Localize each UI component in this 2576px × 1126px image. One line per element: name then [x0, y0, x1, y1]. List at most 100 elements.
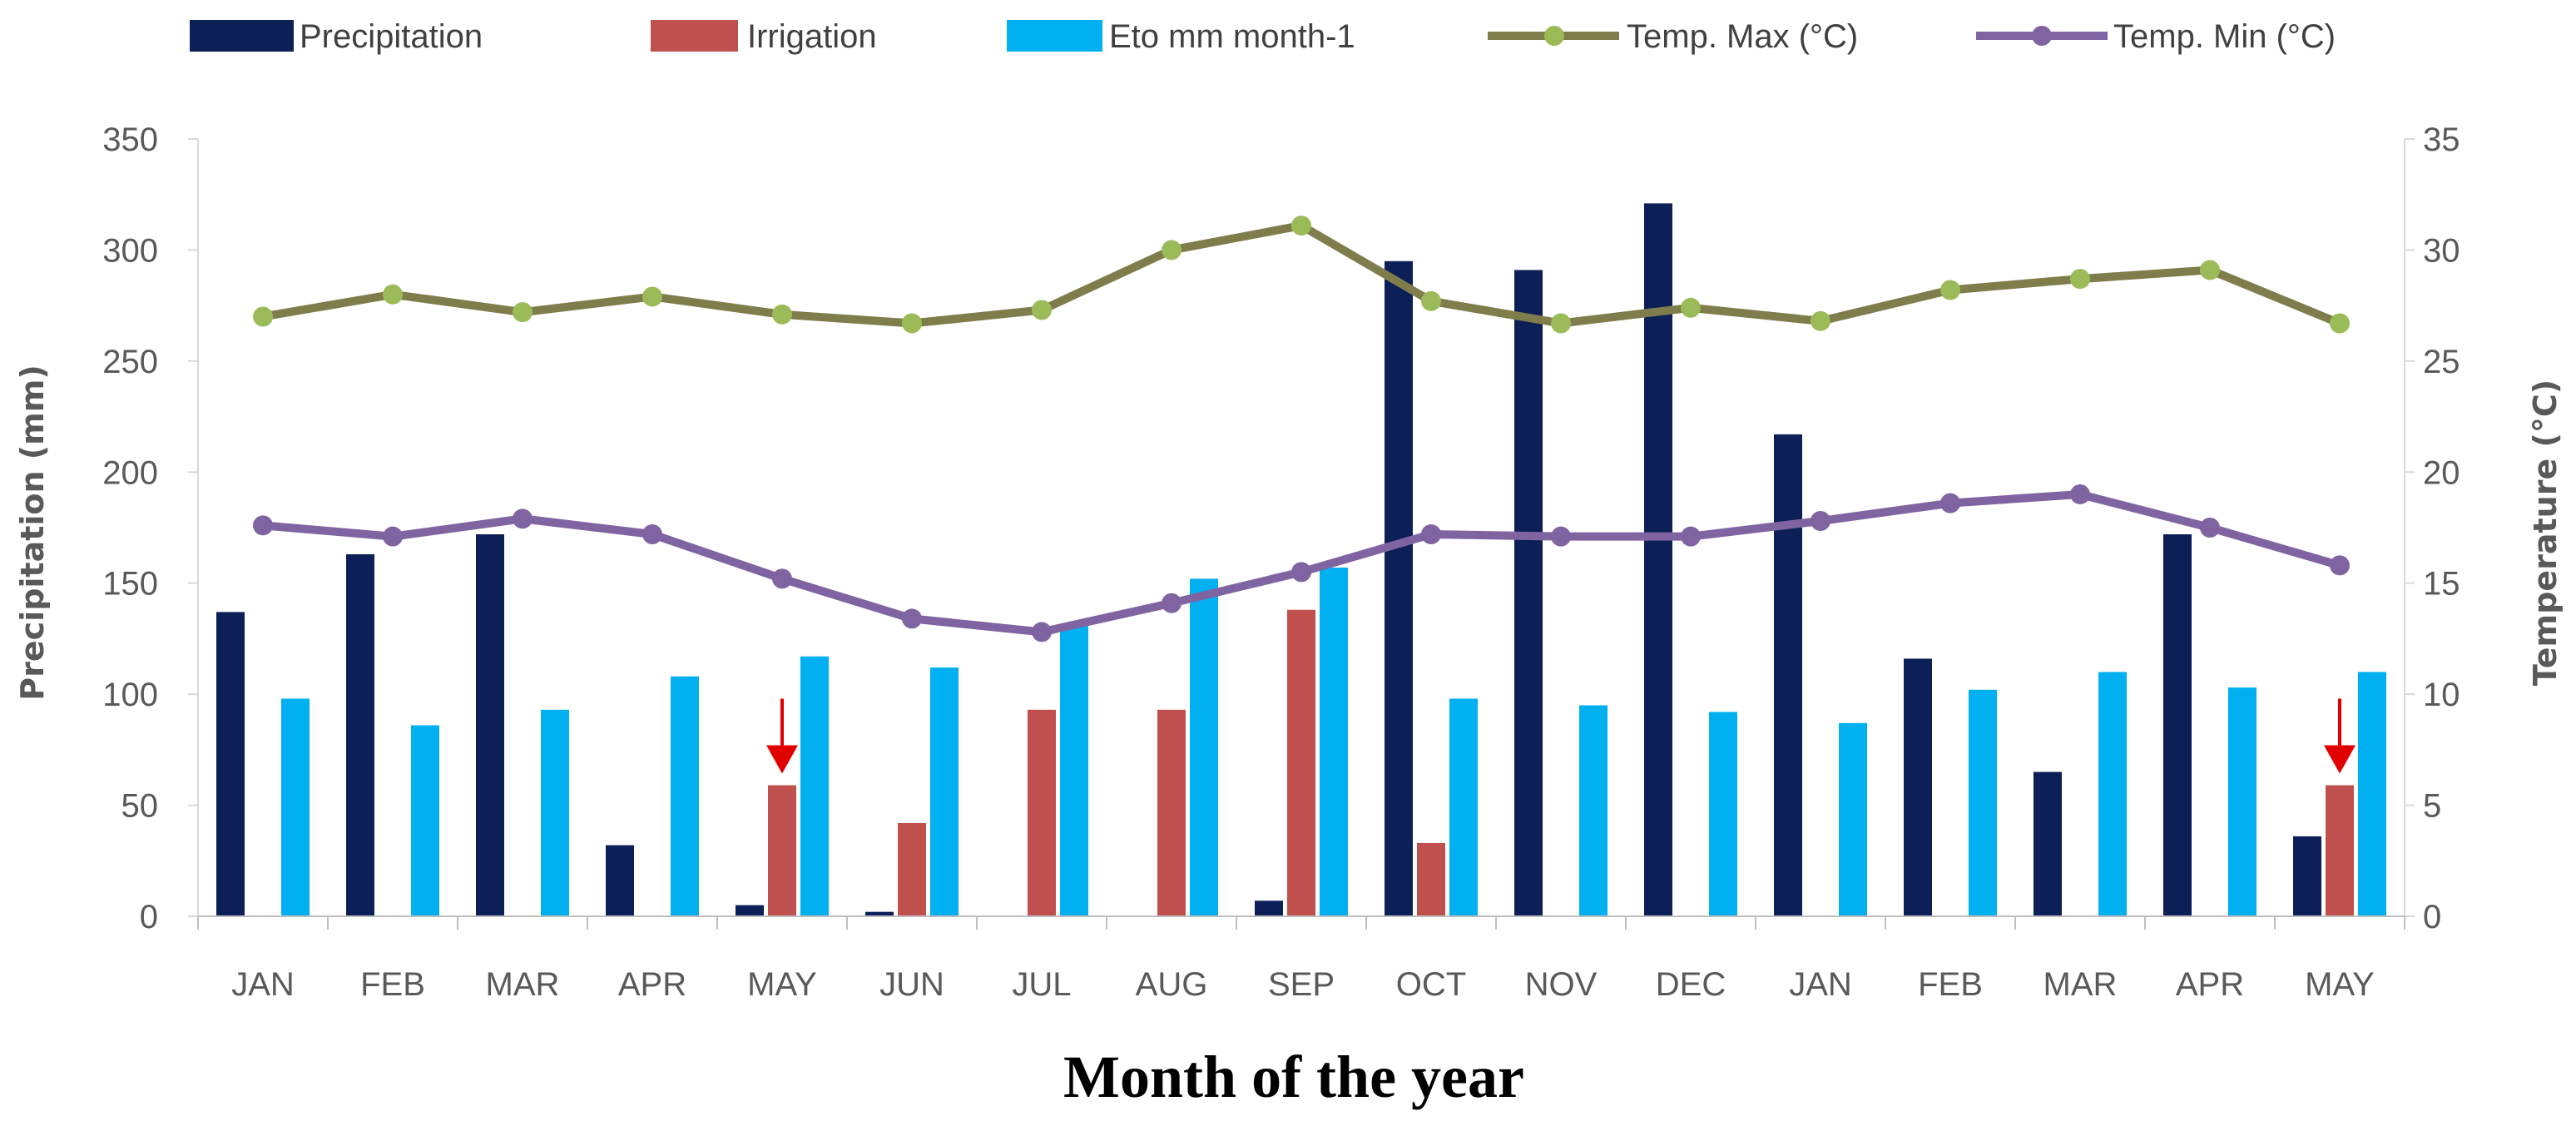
- x-tick-label: FEB: [1918, 966, 1983, 1003]
- y-right-axis: 0 5 10 15 20 25 30 35: [2405, 122, 2460, 935]
- bar-eto: [930, 667, 959, 916]
- point-temp-max: [383, 284, 403, 305]
- point-temp-min: [2330, 555, 2350, 576]
- bar-precipitation: [216, 612, 245, 916]
- x-tick-label: MAY: [2305, 966, 2375, 1003]
- bar-eto: [2358, 672, 2386, 916]
- point-temp-max: [1811, 310, 1830, 331]
- bar-eto: [1839, 722, 1867, 916]
- bar-precipitation: [606, 845, 634, 916]
- y-right-tick-label: 5: [2423, 788, 2441, 825]
- legend-label-temp-min: Temp. Min (°C): [2113, 18, 2336, 55]
- annotation-arrow: [766, 698, 798, 774]
- legend-swatch-eto: [1007, 20, 1102, 52]
- legend-swatch-precipitation: [190, 20, 294, 52]
- annotation-arrow-head: [766, 745, 798, 774]
- bar-precipitation: [1774, 434, 1802, 916]
- annotations: [766, 698, 2356, 774]
- point-temp-min: [1940, 493, 1960, 513]
- bar-eto: [1709, 712, 1737, 916]
- x-axis: JAN FEB MAR APR MAY JUN JUL AUG SEP OCT NOV DEC JAN F…: [197, 916, 2405, 1003]
- point-temp-max: [772, 304, 792, 325]
- annotation-arrow: [2324, 698, 2356, 774]
- bar-eto: [800, 656, 829, 916]
- bar-eto: [1190, 578, 1218, 916]
- point-temp-max: [2070, 269, 2090, 290]
- bar-precipitation: [2293, 836, 2321, 916]
- x-tick-label: FEB: [360, 966, 425, 1003]
- legend-item-irrigation: Irrigation: [651, 18, 877, 55]
- bar-irrigation: [768, 785, 796, 916]
- x-tick-label: JUN: [879, 966, 944, 1003]
- x-tick-label: OCT: [1396, 966, 1466, 1003]
- y-right-tick-label: 25: [2423, 344, 2460, 380]
- y-left-tick-label: 50: [121, 788, 159, 825]
- bar-precipitation: [2163, 534, 2192, 916]
- legend-marker-temp-max: [1544, 26, 1564, 46]
- y-left-axis: 0 50 100 150 200 250 300 350: [102, 122, 198, 935]
- y-right-tick-label: 0: [2423, 899, 2441, 935]
- bar-eto: [2228, 687, 2256, 916]
- x-tick-label: JAN: [231, 966, 295, 1003]
- point-temp-min: [2070, 484, 2090, 504]
- y-left-tick-label: 0: [140, 899, 158, 935]
- point-temp-max: [2330, 313, 2350, 334]
- annotation-arrow-head: [2324, 745, 2356, 774]
- legend-item-temp-max: Temp. Max (°C): [1488, 18, 1858, 55]
- y-right-tick-label: 10: [2423, 677, 2460, 713]
- x-tick-label: DEC: [1656, 966, 1726, 1003]
- bar-irrigation: [2326, 785, 2354, 916]
- bar-eto: [1579, 705, 1608, 916]
- bar-eto: [1449, 698, 1478, 916]
- point-temp-min: [1811, 510, 1830, 531]
- x-tick-label: JUL: [1012, 966, 1071, 1003]
- bar-precipitation: [476, 534, 504, 916]
- point-temp-max: [1032, 300, 1052, 320]
- point-temp-min: [1032, 622, 1052, 642]
- x-tick-label: MAY: [747, 966, 817, 1003]
- point-temp-max: [1291, 216, 1311, 236]
- x-tick-label: APR: [2176, 966, 2244, 1003]
- y-left-tick-label: 150: [102, 566, 158, 603]
- bar-eto: [2098, 672, 2127, 916]
- legend: Precipitation Irrigation Eto mm month-1 …: [190, 18, 2336, 55]
- bar-eto: [671, 676, 699, 916]
- bar-precipitation: [1644, 203, 1672, 917]
- legend-item-temp-min: Temp. Min (°C): [1976, 18, 2336, 55]
- point-temp-max: [1940, 280, 1960, 300]
- y-left-tick-label: 250: [102, 344, 158, 380]
- bar-eto: [411, 725, 439, 916]
- y-right-axis-title: Temperature (°C): [2527, 379, 2564, 686]
- legend-item-precipitation: Precipitation: [190, 18, 483, 55]
- legend-item-eto: Eto mm month-1: [1007, 18, 1355, 55]
- point-temp-max: [513, 302, 533, 323]
- point-temp-min: [1551, 526, 1571, 547]
- point-temp-max: [642, 286, 662, 307]
- legend-label-eto: Eto mm month-1: [1109, 18, 1355, 55]
- y-right-tick-label: 20: [2423, 454, 2460, 491]
- bar-precipitation: [346, 554, 374, 916]
- bar-irrigation: [1417, 842, 1445, 916]
- point-temp-min: [642, 524, 662, 545]
- point-temp-max: [1421, 290, 1441, 311]
- point-temp-max: [2200, 260, 2220, 280]
- bar-precipitation: [736, 905, 764, 916]
- y-right-tick-label: 35: [2423, 122, 2460, 158]
- x-axis-title: Month of the year: [1063, 1044, 1524, 1110]
- bar-irrigation: [1028, 709, 1056, 916]
- bar-precipitation: [2034, 771, 2062, 916]
- legend-label-temp-max: Temp. Max (°C): [1627, 18, 1858, 55]
- bar-eto: [541, 709, 569, 916]
- point-temp-max: [1162, 240, 1181, 260]
- bar-precipitation: [865, 911, 894, 916]
- bar-eto: [1969, 689, 1997, 916]
- y-left-tick-label: 100: [102, 677, 158, 713]
- bar-eto: [1320, 568, 1348, 916]
- point-temp-min: [513, 508, 533, 529]
- lines: [253, 216, 2350, 642]
- point-temp-max: [253, 306, 273, 327]
- x-tick-label: JAN: [1789, 966, 1852, 1003]
- point-temp-max: [902, 313, 922, 334]
